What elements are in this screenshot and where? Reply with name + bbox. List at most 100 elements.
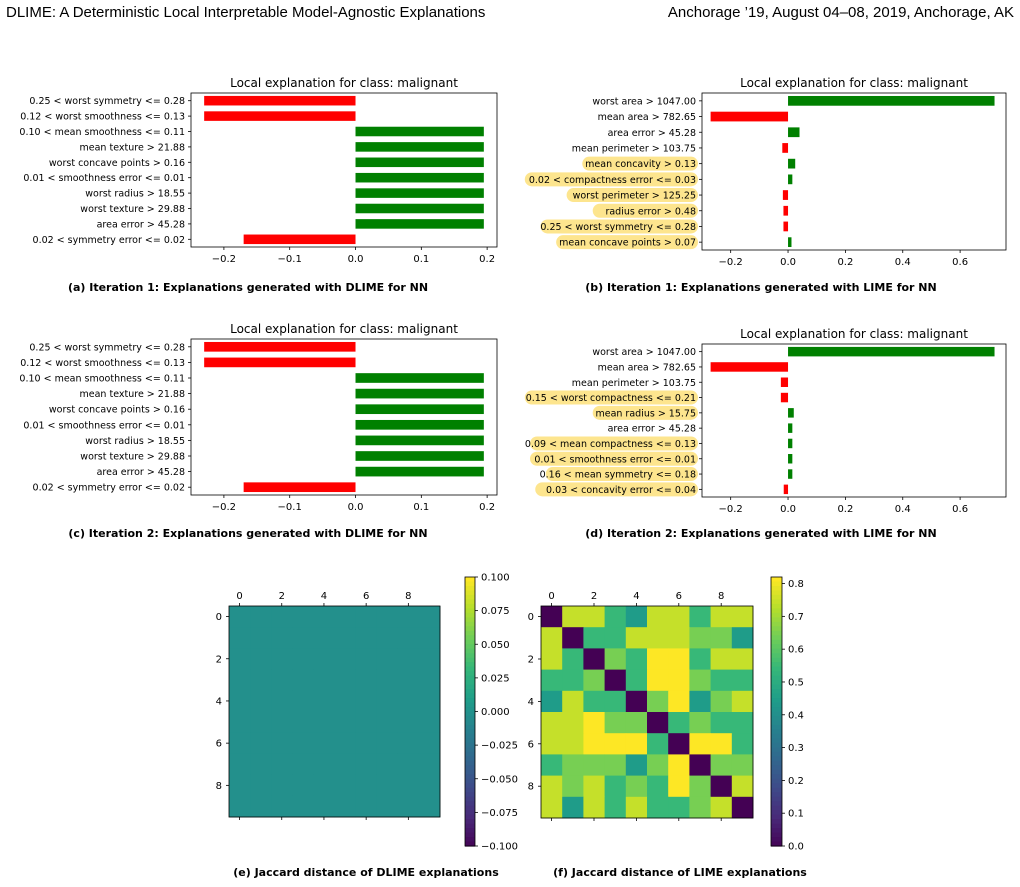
heatmap-cell — [229, 774, 251, 797]
heatmap-cell — [562, 648, 584, 670]
x-tick-label: −0.2 — [719, 257, 743, 268]
bar — [355, 126, 484, 137]
heatmap-cell — [355, 753, 378, 776]
heatmap-cell — [604, 796, 627, 819]
heatmap-cell — [376, 690, 399, 712]
bar — [355, 435, 484, 446]
colorbar-tick-label: 0.3 — [788, 743, 804, 754]
heatmap-cell — [731, 796, 754, 819]
heatmap-cell — [250, 732, 272, 755]
colorbar-segment — [771, 823, 782, 829]
heatmap-cell — [668, 627, 690, 649]
colorbar-segment — [465, 680, 475, 686]
heatmap-cell — [292, 795, 314, 818]
bar — [710, 362, 789, 372]
colorbar-segment — [771, 774, 782, 780]
x-tick-label: 0.1 — [413, 254, 429, 265]
x-tick-label: 0.6 — [952, 257, 968, 268]
colorbar-segment — [771, 724, 782, 731]
colorbar-segment — [771, 810, 782, 816]
colorbar-tick-label: 0.7 — [788, 612, 804, 623]
heatmap-cell — [583, 754, 605, 776]
x-tick-label: 0.2 — [479, 254, 495, 265]
heatmap-cell — [689, 712, 711, 734]
colorbar-segment — [465, 621, 475, 627]
heatmap-cell — [647, 796, 669, 819]
highlighted-label-bg — [524, 390, 698, 405]
colorbar-segment — [771, 639, 782, 645]
plot-frame — [701, 343, 1007, 498]
colorbar-tick-label: 0.1 — [788, 809, 804, 820]
heatmap-cell — [292, 711, 314, 733]
heatmap-cell — [647, 648, 669, 670]
colorbar-segment — [465, 837, 475, 843]
heatmap-cell — [562, 669, 584, 692]
colorbar-segment — [771, 626, 782, 632]
heatmap-cell — [731, 775, 754, 798]
bar — [355, 419, 484, 430]
x-tick-label: 0.0 — [348, 254, 364, 265]
heatmap-cell — [562, 775, 584, 798]
heatmap-cell — [313, 606, 335, 628]
heatmap-cell — [583, 775, 605, 798]
heatmap-cell — [625, 627, 648, 649]
bar — [788, 469, 793, 479]
colorbar-segment — [465, 590, 475, 596]
highlighted-label-bg — [566, 188, 698, 203]
heatmap-cell — [583, 690, 605, 713]
heatmap-cell — [397, 669, 420, 691]
colorbar-segment — [771, 671, 782, 677]
heatmap-cell — [418, 669, 441, 691]
heatmap-cell — [376, 795, 399, 818]
heatmap-cell — [334, 774, 356, 797]
colorbar-segment — [465, 810, 475, 816]
heatmap-cell — [710, 627, 733, 649]
y-tick-label: 8 — [528, 782, 534, 793]
highlighted-label-bg — [592, 405, 698, 420]
colorbar-segment — [771, 617, 782, 623]
heatmap-cell — [292, 669, 314, 691]
heatmap-cell — [647, 690, 669, 713]
heatmap-cell — [710, 754, 733, 776]
colorbar-segment — [465, 733, 475, 739]
category-label: 0.10 < mean smoothness <= 0.11 — [19, 374, 185, 385]
colorbar-tick-label: 0.5 — [788, 677, 804, 688]
heatmap-cell — [355, 627, 378, 649]
heatmap-cell — [689, 690, 711, 713]
x-tick-label: 0.0 — [348, 502, 364, 513]
category-label: 0.01 < smoothness error <= 0.01 — [23, 420, 185, 431]
heatmap-cell — [418, 795, 441, 818]
category-label: mean area > 782.65 — [598, 362, 696, 373]
heatmap-cell — [647, 775, 669, 798]
figure-caption: (f) Jaccard distance of LIME explanation… — [553, 866, 807, 879]
x-tick-label: 0.0 — [780, 504, 796, 515]
x-tick-label: 4 — [633, 591, 639, 602]
x-tick-label: 0.6 — [952, 504, 968, 515]
heatmap-cell — [710, 606, 733, 628]
heatmap-cell — [731, 648, 754, 670]
colorbar-segment — [465, 630, 475, 636]
bar — [782, 143, 789, 153]
colorbar-segment — [465, 747, 475, 753]
colorbar-segment — [771, 675, 782, 681]
category-label: mean perimeter > 103.75 — [572, 378, 696, 389]
colorbar-segment — [465, 828, 475, 834]
heatmap-cell — [647, 733, 669, 755]
heatmap-cell — [689, 733, 711, 755]
colorbar-frame — [770, 576, 783, 847]
heatmap-cell — [710, 669, 733, 692]
heatmap-cell — [689, 648, 711, 670]
colorbar-segment — [771, 747, 782, 753]
heatmap-cell — [668, 648, 690, 670]
bar — [355, 157, 484, 168]
heatmap-cell — [604, 775, 627, 798]
heatmap-cell — [397, 753, 420, 776]
heatmap-cell — [334, 606, 356, 628]
colorbar-segment — [771, 756, 782, 762]
colorbar-segment — [771, 792, 782, 798]
colorbar-segment — [771, 608, 782, 614]
colorbar-segment — [465, 769, 475, 775]
figure-caption: (a) Iteration 1: Explanations generated … — [68, 281, 428, 294]
colorbar-segment — [771, 585, 782, 592]
category-label: worst area > 1047.00 — [592, 96, 696, 107]
